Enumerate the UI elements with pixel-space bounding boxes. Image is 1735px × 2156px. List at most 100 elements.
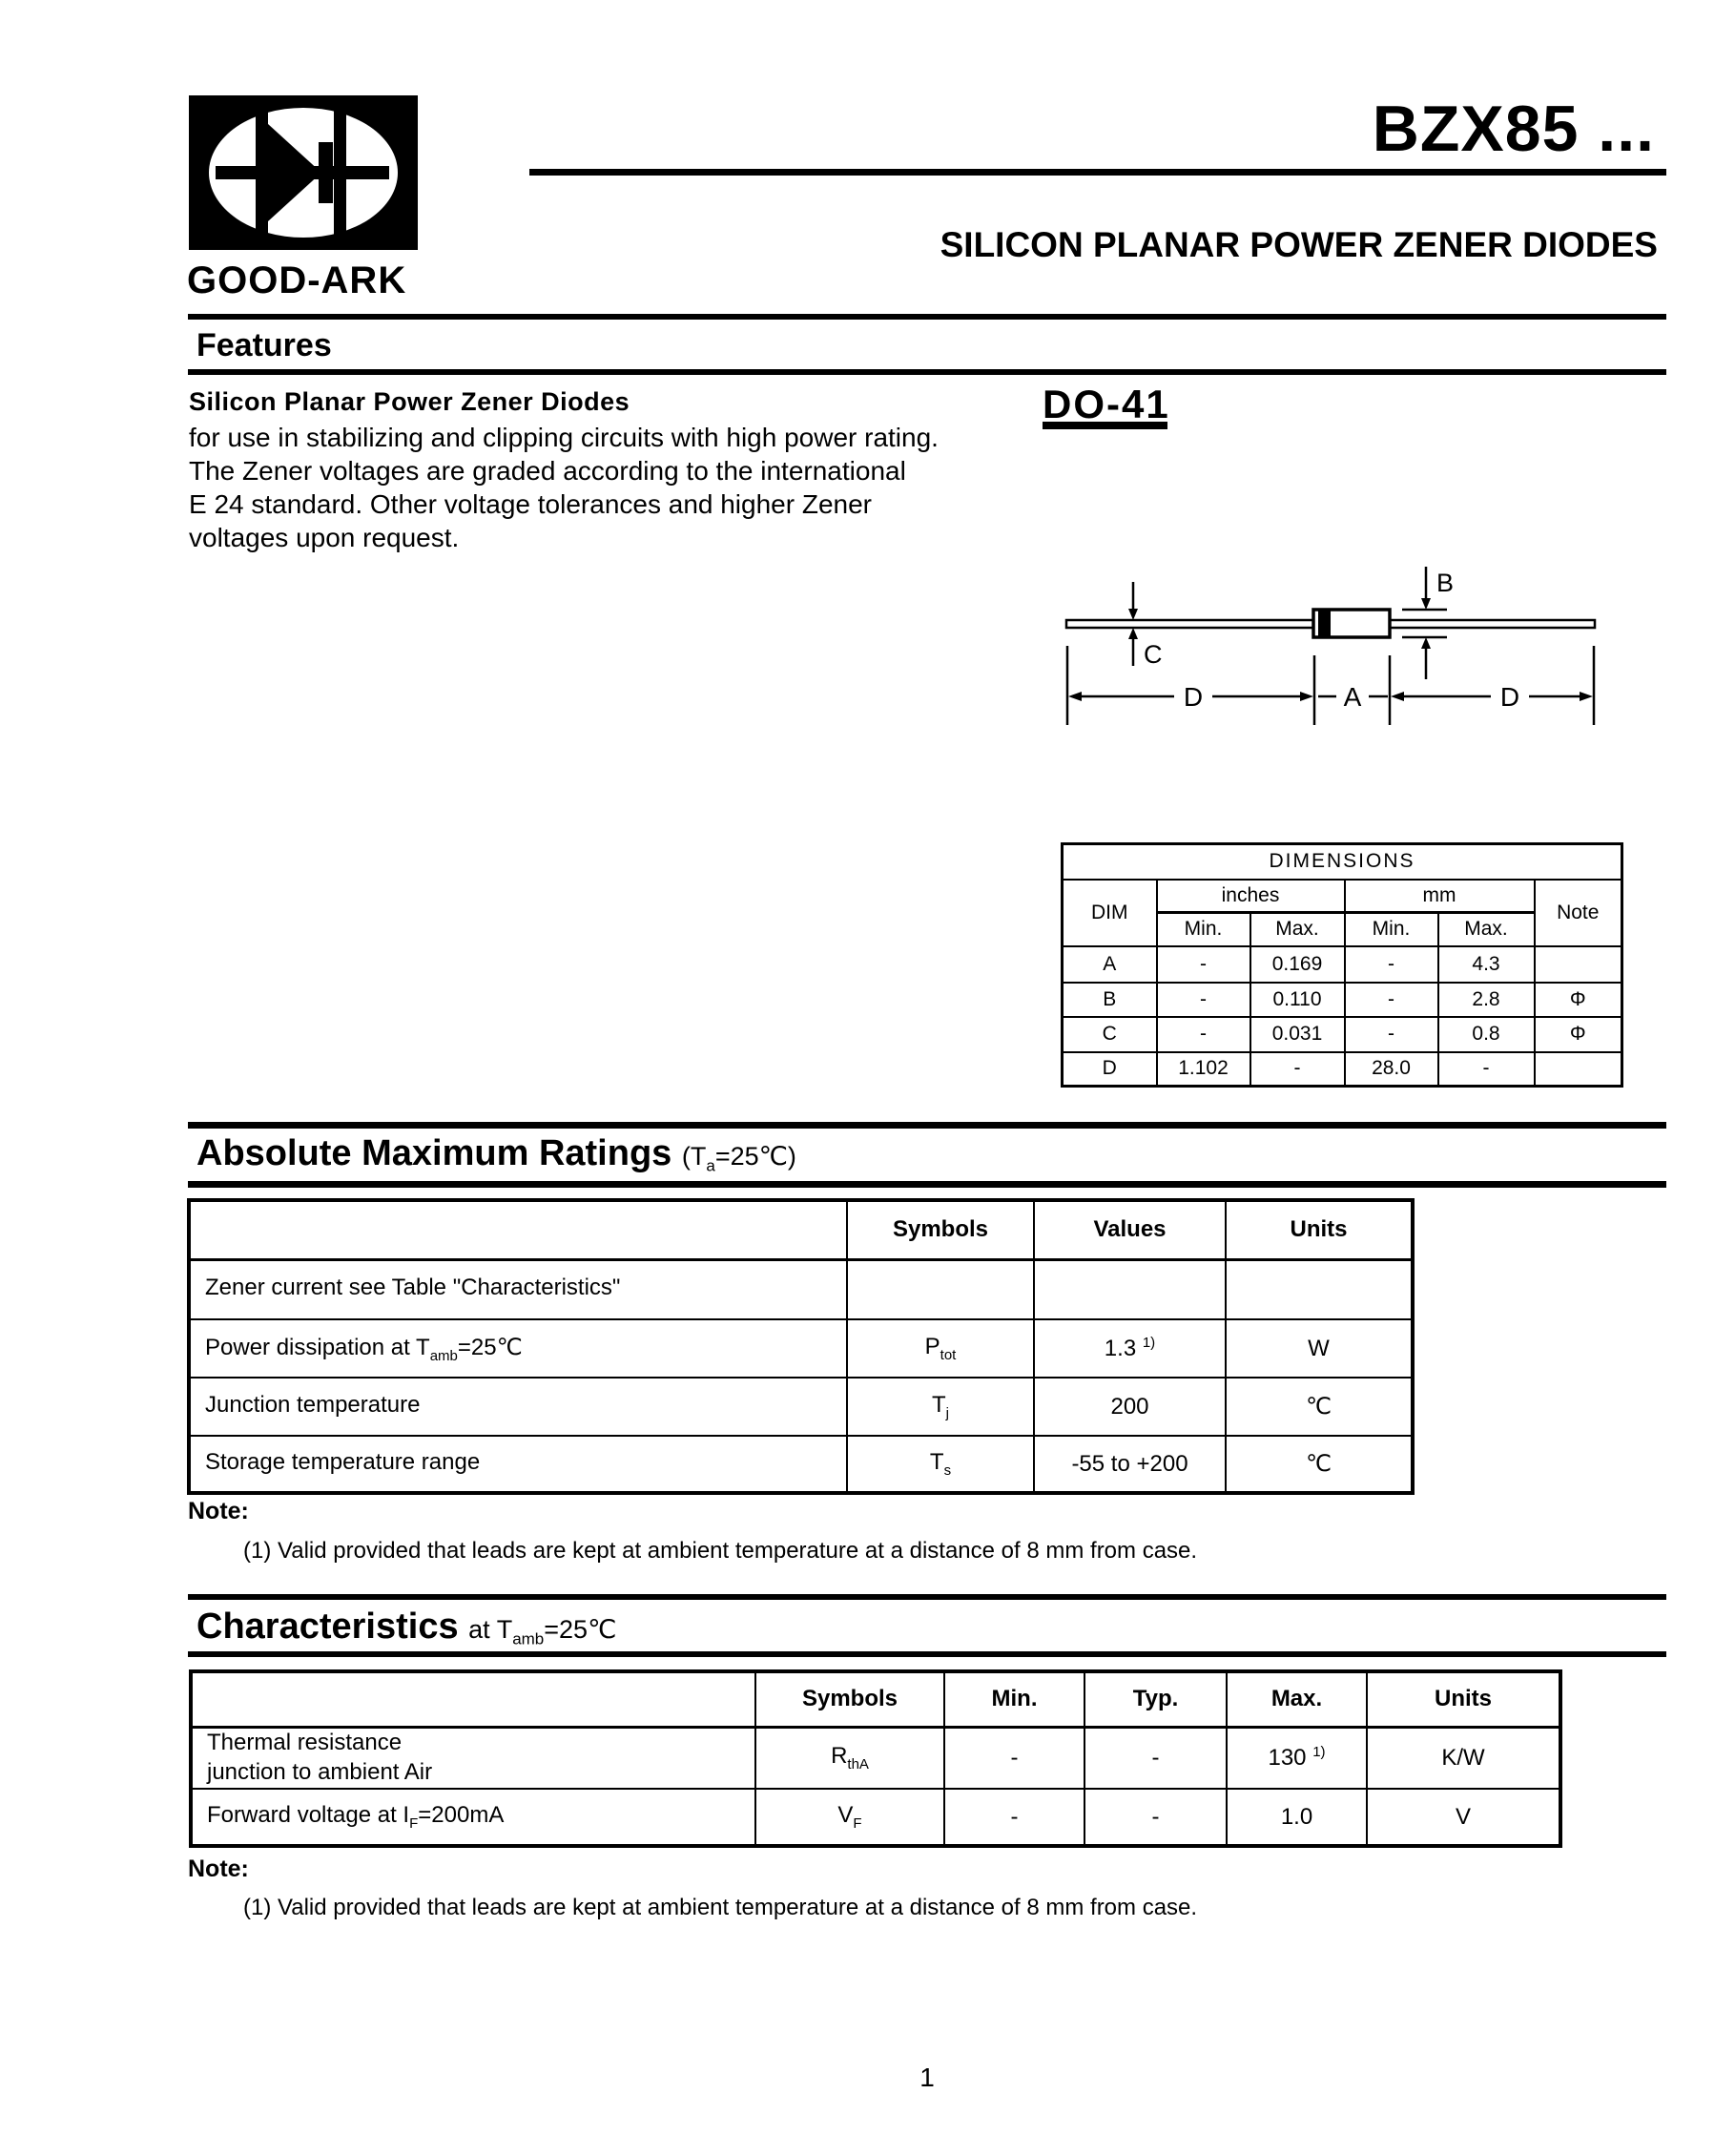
dimensions-table: DIMENSIONS DIM inches mm Note Min. Max. … bbox=[1061, 842, 1624, 1088]
symbol-sub: F bbox=[853, 1814, 862, 1832]
dims-cell: - bbox=[1249, 1050, 1346, 1088]
char-label: Forward voltage at I bbox=[207, 1802, 410, 1829]
dims-cell: 0.031 bbox=[1249, 1015, 1346, 1053]
amr-cell-symbol: Ptot bbox=[846, 1318, 1035, 1379]
dims-cell: 4.3 bbox=[1436, 944, 1536, 984]
features-paragraph: for use in stabilizing and clipping circ… bbox=[189, 421, 939, 554]
amr-cell-symbol: Ts bbox=[846, 1435, 1035, 1494]
char-cell-min: - bbox=[943, 1726, 1085, 1790]
char-row-thermal-resistance: Thermal resistance junction to ambient A… bbox=[190, 1726, 1561, 1790]
dims-cell-diameter-symbol: Φ bbox=[1533, 1015, 1623, 1053]
symbol-sub: tot bbox=[940, 1346, 957, 1363]
char-cell-typ: - bbox=[1084, 1788, 1228, 1847]
amr-cell-unit: ℃ bbox=[1225, 1435, 1414, 1494]
amr-note-text: (1) Valid provided that leads are kept a… bbox=[243, 1538, 1198, 1564]
char-cell-symbol: RthA bbox=[754, 1726, 945, 1790]
value: 1.0 bbox=[1280, 1804, 1313, 1830]
dims-cell: - bbox=[1155, 944, 1251, 984]
symbol-sub: s bbox=[943, 1462, 952, 1479]
char-cond-sub: amb bbox=[512, 1629, 545, 1648]
features-line: for use in stabilizing and clipping circ… bbox=[189, 423, 939, 452]
amr-cell-unit bbox=[1225, 1258, 1414, 1320]
dims-cell: 28.0 bbox=[1343, 1050, 1439, 1088]
dims-col-dim: DIM bbox=[1061, 878, 1158, 947]
dims-cell: 2.8 bbox=[1436, 981, 1536, 1018]
dims-cell: D bbox=[1061, 1050, 1158, 1088]
amr-cond-sub: a bbox=[706, 1156, 715, 1175]
amr-col-units: Units bbox=[1225, 1199, 1414, 1261]
package-name-underline bbox=[1043, 422, 1167, 429]
amr-note-label: Note: bbox=[188, 1498, 249, 1524]
amr-rule-top bbox=[188, 1122, 1666, 1129]
amr-row-junction-temperature: Junction temperature Tj 200 ℃ bbox=[188, 1377, 1414, 1437]
dims-col-inches: inches bbox=[1155, 878, 1346, 914]
amr-cond-pre: (T bbox=[681, 1142, 707, 1171]
symbol-sub: j bbox=[945, 1404, 949, 1421]
characteristics-rule-top bbox=[188, 1594, 1666, 1600]
title-rule bbox=[529, 169, 1666, 176]
dimensions-title: DIMENSIONS bbox=[1061, 842, 1623, 881]
dims-row-b: B - 0.110 - 2.8 Φ bbox=[1061, 981, 1623, 1018]
amr-cell-value bbox=[1033, 1258, 1227, 1320]
dims-cell bbox=[1533, 944, 1623, 984]
amr-cell-unit: ℃ bbox=[1225, 1377, 1414, 1437]
dims-cell: 1.102 bbox=[1155, 1050, 1251, 1088]
features-line: The Zener voltages are graded according … bbox=[189, 456, 906, 486]
char-label-post: =200mA bbox=[418, 1802, 505, 1829]
char-cell-desc: Forward voltage at IF=200mA bbox=[190, 1788, 756, 1847]
char-label-line1-wrap: Forward voltage at IF=200mA bbox=[207, 1802, 754, 1832]
dims-cell: 0.169 bbox=[1249, 944, 1346, 984]
char-cell-unit: K/W bbox=[1366, 1726, 1561, 1790]
amr-cell-value: 1.3 1) bbox=[1033, 1318, 1227, 1379]
char-col-units: Units bbox=[1366, 1670, 1561, 1729]
characteristics-rule-bottom bbox=[188, 1651, 1666, 1657]
characteristics-heading-text: Characteristics bbox=[196, 1607, 459, 1647]
dim-label-d-left: D bbox=[1184, 682, 1203, 712]
amr-cond-post: =25℃) bbox=[714, 1142, 796, 1171]
amr-cell-value: 200 bbox=[1033, 1377, 1227, 1437]
features-line: voltages upon request. bbox=[189, 523, 460, 552]
amr-label-sub: amb bbox=[429, 1347, 458, 1364]
brand-name: GOOD-ARK bbox=[187, 259, 407, 301]
dims-cell: - bbox=[1343, 1015, 1439, 1053]
dim-label-a: A bbox=[1344, 682, 1362, 712]
dims-cell: 0.110 bbox=[1249, 981, 1346, 1018]
characteristics-heading: Characteristics at Tamb=25℃ bbox=[196, 1607, 616, 1648]
dims-cell: - bbox=[1155, 981, 1251, 1018]
amr-cell-value: -55 to +200 bbox=[1033, 1435, 1227, 1494]
amr-col-values: Values bbox=[1033, 1199, 1227, 1261]
amr-row-zener-current: Zener current see Table "Characteristics… bbox=[188, 1258, 1414, 1320]
dims-row-d: D 1.102 - 28.0 - bbox=[1061, 1050, 1623, 1088]
features-rule-top bbox=[188, 314, 1666, 320]
value: 130 bbox=[1268, 1745, 1307, 1772]
page-number: 1 bbox=[919, 2063, 935, 2092]
char-label-line2: junction to ambient Air bbox=[207, 1759, 433, 1786]
amr-label: Junction temperature bbox=[205, 1392, 421, 1419]
char-label: Thermal resistance bbox=[207, 1730, 403, 1756]
amr-label-post: =25℃ bbox=[457, 1334, 523, 1360]
dim-label-d-right: D bbox=[1500, 682, 1519, 712]
dims-row-c: C - 0.031 - 0.8 Φ bbox=[1061, 1015, 1623, 1053]
dims-col-max-mm: Max. bbox=[1436, 911, 1536, 947]
dims-cell: - bbox=[1436, 1050, 1536, 1088]
dims-col-min-mm: Min. bbox=[1343, 911, 1439, 947]
symbol: V bbox=[837, 1802, 854, 1829]
amr-cell-desc: Junction temperature bbox=[188, 1377, 848, 1437]
document-subtitle: SILICON PLANAR POWER ZENER DIODES bbox=[940, 225, 1658, 264]
symbol-sub: thA bbox=[847, 1756, 869, 1773]
characteristics-note-text: (1) Valid provided that leads are kept a… bbox=[243, 1895, 1198, 1920]
char-cell-symbol: VF bbox=[754, 1788, 945, 1847]
amr-heading: Absolute Maximum Ratings (Ta=25℃) bbox=[196, 1133, 796, 1175]
amr-label: Power dissipation at T bbox=[205, 1334, 430, 1360]
char-cell-max: 130 1) bbox=[1226, 1726, 1368, 1790]
symbol: R bbox=[831, 1743, 848, 1770]
char-col-max: Max. bbox=[1226, 1670, 1368, 1729]
char-col-symbols: Symbols bbox=[754, 1670, 945, 1729]
value: 1.3 bbox=[1104, 1336, 1137, 1361]
characteristics-table: Symbols Min. Typ. Max. Units Thermal res… bbox=[189, 1669, 1562, 1848]
char-cond-post: =25℃ bbox=[544, 1615, 617, 1644]
amr-cell-symbol bbox=[846, 1258, 1035, 1320]
value-sup: 1) bbox=[1312, 1744, 1326, 1761]
amr-cell-unit: W bbox=[1225, 1318, 1414, 1379]
amr-cell-desc: Power dissipation at Tamb=25℃ bbox=[188, 1318, 848, 1379]
